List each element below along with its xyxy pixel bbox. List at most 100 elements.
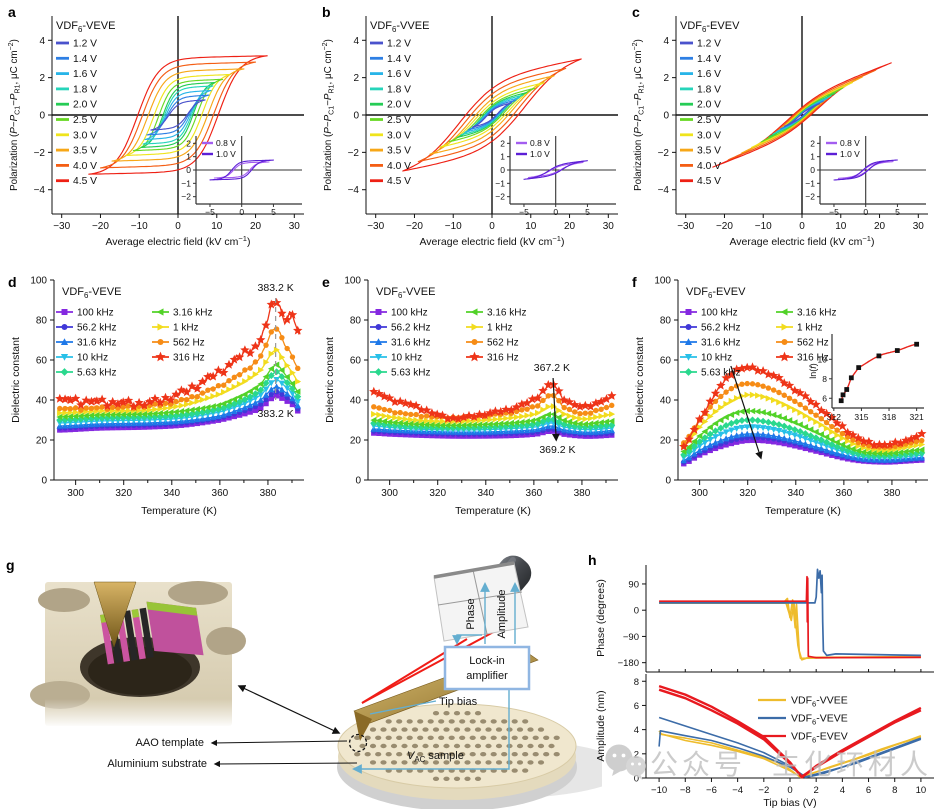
svg-text:0: 0 [665,476,671,487]
svg-text:ln(f): ln(f) [808,363,818,379]
svg-text:3.0 V: 3.0 V [73,130,97,141]
loops [712,62,892,168]
svg-text:−6: −6 [706,785,717,796]
panel-a-letter: a [8,4,16,20]
svg-text:316 Hz: 316 Hz [797,353,829,364]
svg-text:1.8 V: 1.8 V [387,84,411,95]
annotations: 367.2 K 369.2 K [534,362,576,456]
svg-text:360: 360 [836,488,853,499]
svg-text:3.16 kHz: 3.16 kHz [487,308,526,319]
svg-text:5: 5 [271,207,276,217]
legend: VDF6-VVEE VDF6-VEVE VDF6-EVEV [758,695,848,744]
panel-d: d 0 20 40 60 80 100 300 320 340 360 380 Temperature… [6,268,314,534]
svg-text:321: 321 [910,412,924,422]
panel-b-letter: b [322,4,331,20]
svg-text:4.0 V: 4.0 V [697,161,721,172]
svg-text:0: 0 [175,221,181,232]
markers-3.16 kHz [680,407,925,457]
svg-text:−2: −2 [181,192,191,202]
legend: 100 kHz 56.2 kHz 31.6 kHz 10 kHz 5.63 kHz 3.1… [56,308,212,379]
svg-text:60: 60 [350,356,362,367]
svg-text:320: 320 [429,488,446,499]
svg-text:6: 6 [866,785,871,796]
lockin-label-line1: Lock-in [469,655,504,667]
svg-text:2.0 V: 2.0 V [697,100,721,111]
svg-text:−10: −10 [651,785,667,796]
svg-text:1.6 V: 1.6 V [387,69,411,80]
svg-text:1.0 V: 1.0 V [840,149,860,159]
inset-plot: 2 1 0 −1 −2 −5 0 5 0.8 V1.0 V [181,136,302,217]
svg-text:1.6 V: 1.6 V [73,69,97,80]
amplitude-series [658,684,922,779]
svg-text:312: 312 [827,412,841,422]
svg-text:40: 40 [36,396,48,407]
svg-text:380: 380 [260,488,277,499]
panel-f-letter: f [632,274,637,290]
panel-title: VDF6-VVEE [370,20,429,34]
svg-text:3.16 kHz: 3.16 kHz [797,308,836,319]
svg-text:5: 5 [585,207,590,217]
svg-text:VDF6-VEVE: VDF6-VEVE [791,713,848,727]
svg-text:Temperature (K): Temperature (K) [765,505,841,517]
svg-text:VDF6-VEVE: VDF6-VEVE [56,20,115,34]
svg-text:5.63 kHz: 5.63 kHz [701,368,740,379]
axes: 90 0 −90 −180 0 2 4 6 8 −10 −8 −6 −4 −2 0 2 4 6 8 10 Tip bia… [595,565,934,808]
aao-pores [354,711,560,781]
svg-text:56.2 kHz: 56.2 kHz [391,323,430,334]
central-pore-inner [88,647,192,695]
markers-562 Hz [57,326,301,413]
svg-text:100 kHz: 100 kHz [391,308,428,319]
svg-text:0: 0 [634,606,639,617]
svg-text:4: 4 [634,725,639,736]
series [369,379,617,439]
svg-text:VDF6-EVEV: VDF6-EVEV [686,286,746,300]
panel-h: h 90 0 −90 −180 0 2 4 6 8 −10 −8 −6 −4 −2 0 2 4 6 8 10 Tip b… [584,546,942,810]
svg-text:Average electric field (kV cm−: Average electric field (kV cm−1) [105,234,250,248]
svg-text:60: 60 [36,356,48,367]
svg-text:100 kHz: 100 kHz [701,308,738,319]
zoom-inset-image [30,581,246,726]
svg-text:300: 300 [67,488,84,499]
inset-fade [45,699,232,726]
svg-text:2: 2 [186,138,191,148]
markers-316 Hz [679,362,927,451]
svg-text:80: 80 [350,316,362,327]
svg-text:90: 90 [628,579,639,590]
svg-text:0: 0 [355,476,361,487]
panel-d-plot: 0 20 40 60 80 100 300 320 340 360 380 Temperature (… [10,276,304,517]
panel-title: VDF6-VEVE [56,20,115,34]
panel-title: VDF6-EVEV [680,20,740,34]
svg-text:Amplitude (nm): Amplitude (nm) [595,690,607,761]
markers-316 Hz [55,297,303,411]
panel-f-plot: 0 20 40 60 80 100 300 320 340 360 380 Temperature (… [634,276,928,517]
svg-text:Temperature (K): Temperature (K) [455,505,531,517]
svg-text:5.63 kHz: 5.63 kHz [391,368,430,379]
zoom-indicator-arrow [237,685,341,734]
legend: 1.2 V 1.4 V 1.6 V 1.8 V 2.0 V 2.5 V 3.0 V 3.5 V… [680,39,721,187]
svg-text:80: 80 [660,316,672,327]
series [679,362,927,467]
svg-text:340: 340 [477,488,494,499]
svg-text:−4: −4 [34,185,46,196]
phase-wire-label: Phase [465,598,477,629]
loops [402,58,582,172]
tip-contact-dashed-circle [348,733,368,753]
svg-text:−90: −90 [623,632,639,643]
svg-text:5: 5 [895,207,900,217]
svg-text:−10: −10 [445,221,462,232]
svg-text:0.8 V: 0.8 V [840,138,860,148]
svg-text:10: 10 [211,221,223,232]
svg-text:6: 6 [822,393,827,403]
amplitude-wire-label: Amplitude [496,590,508,639]
svg-text:0: 0 [353,111,359,122]
svg-text:−2: −2 [348,148,360,159]
phase-series [659,568,921,661]
svg-text:2.0 V: 2.0 V [387,100,411,111]
legend: 100 kHz 56.2 kHz 31.6 kHz 10 kHz 5.63 kHz 3.1… [370,308,526,379]
svg-text:1 kHz: 1 kHz [797,323,823,334]
svg-text:−20: −20 [92,221,109,232]
